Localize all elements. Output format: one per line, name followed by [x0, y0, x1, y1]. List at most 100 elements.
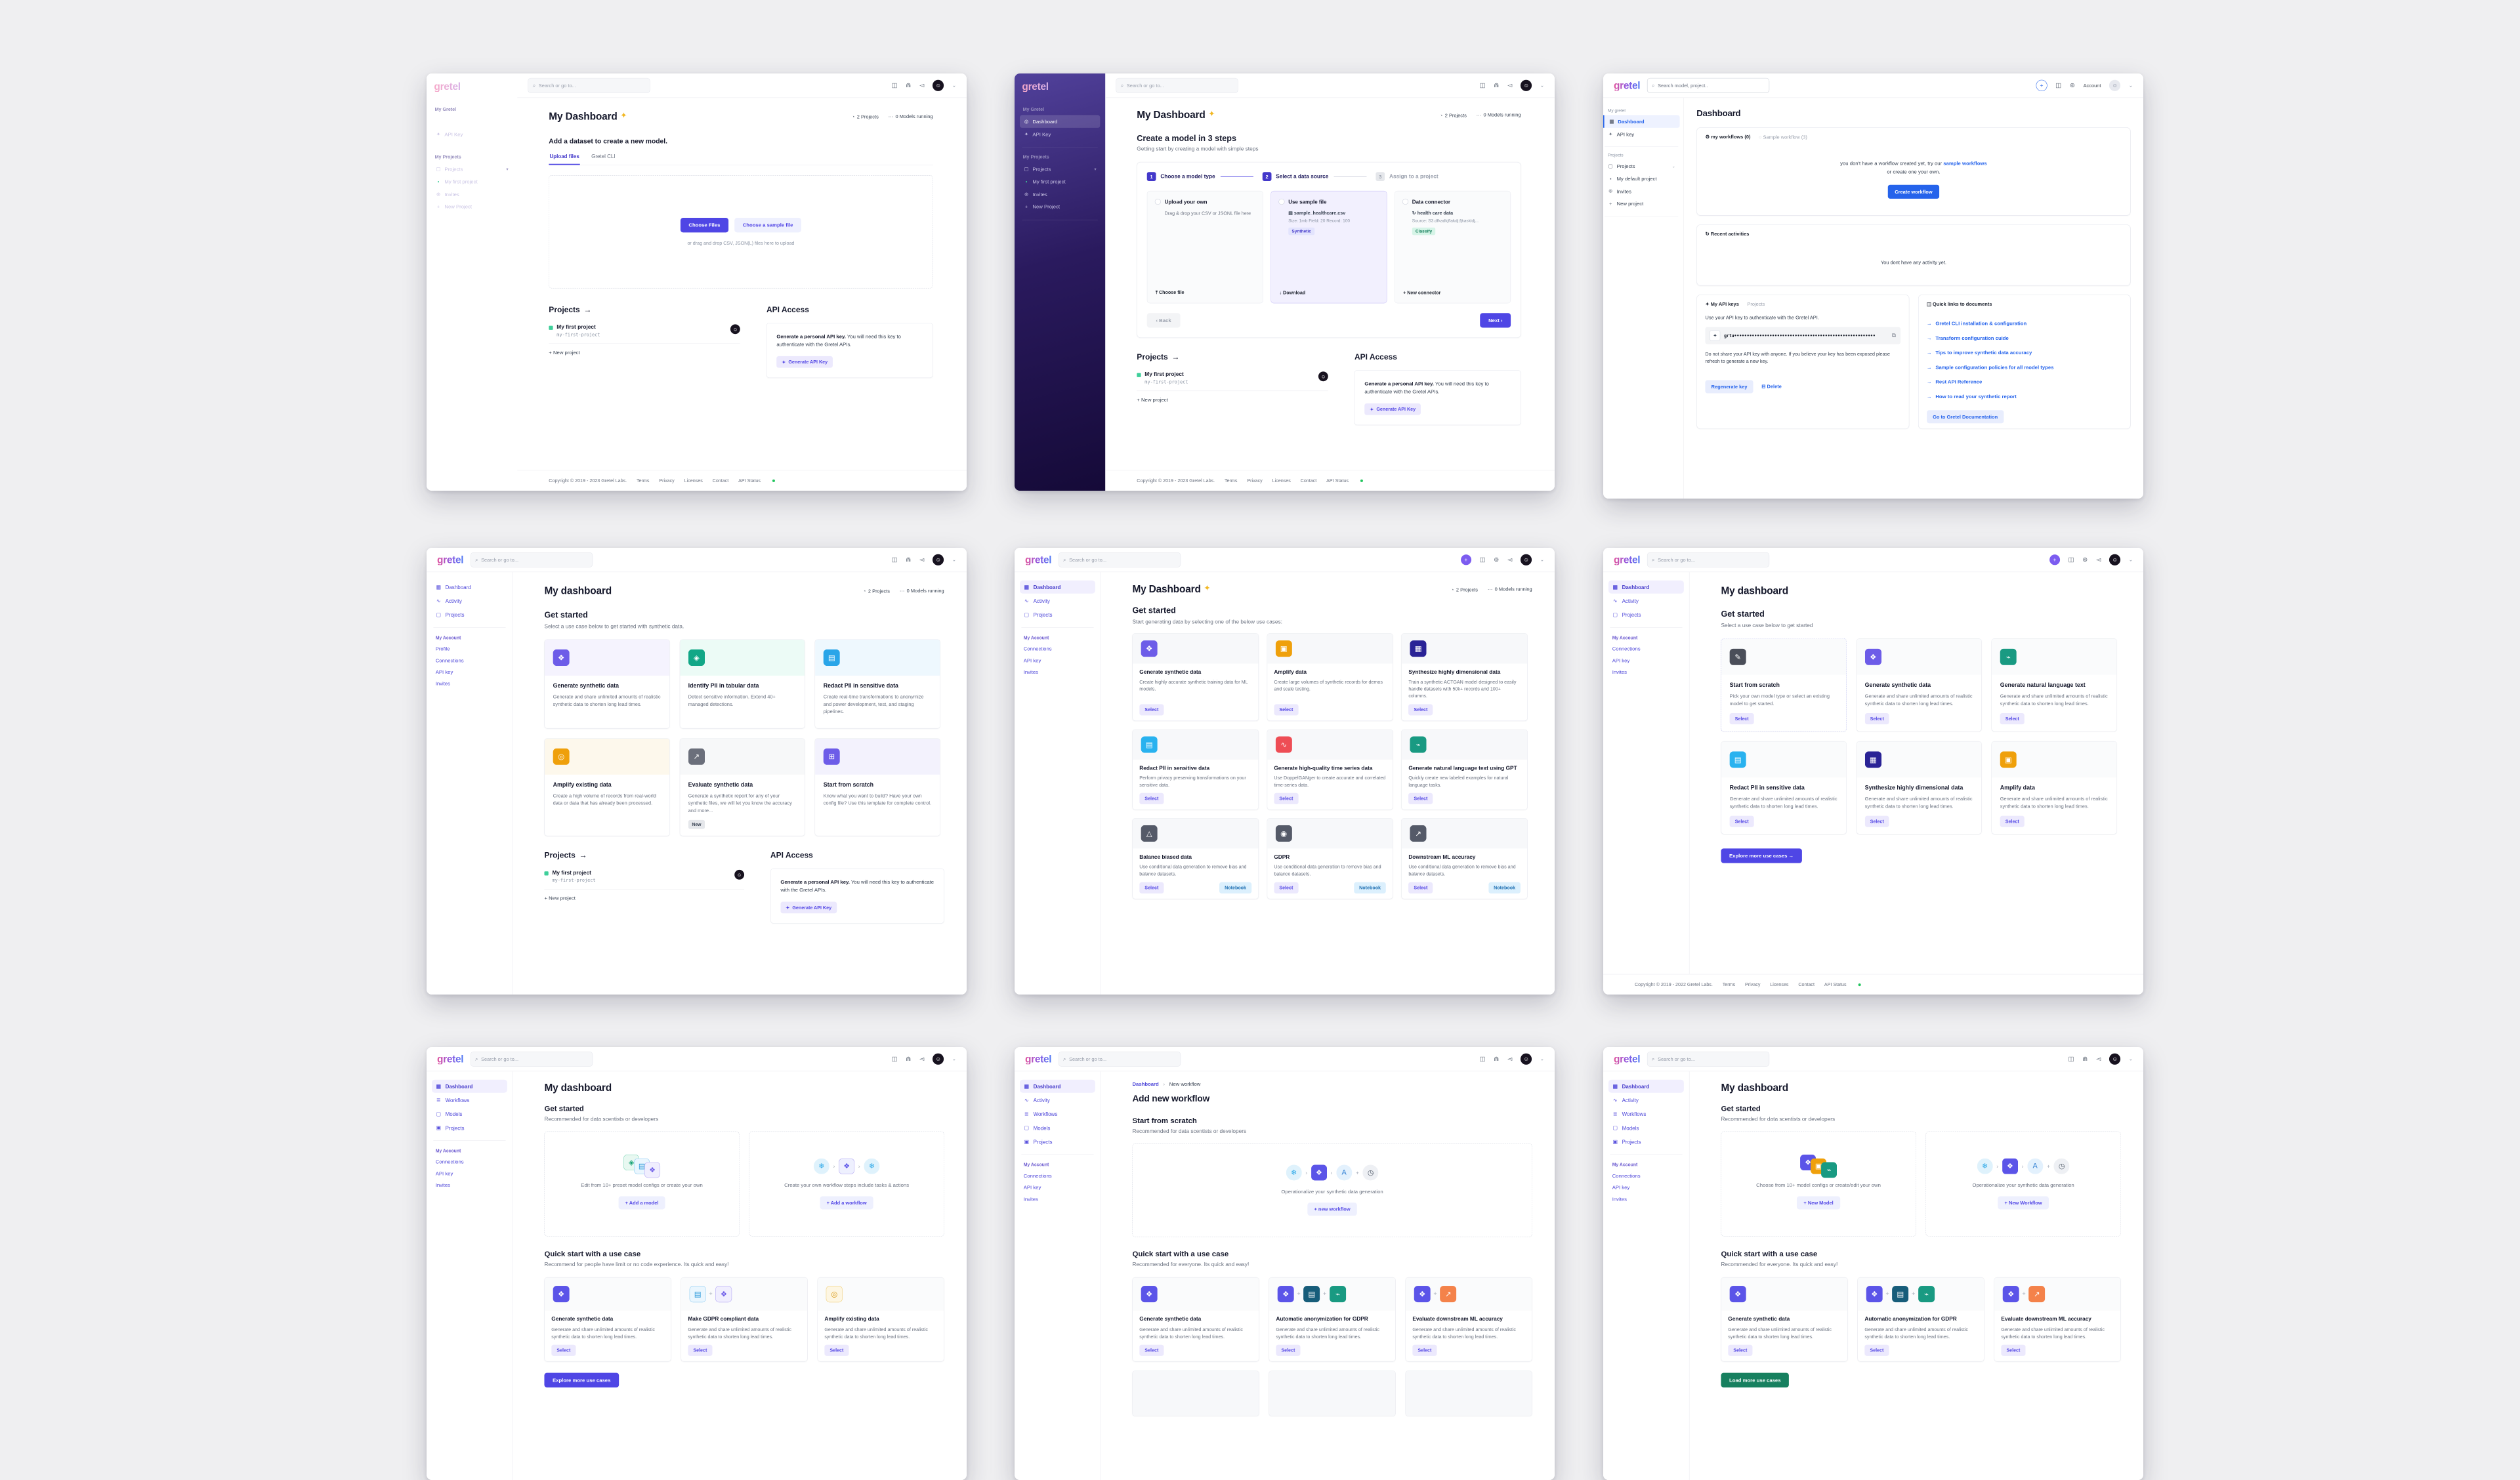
megaphone-icon[interactable]: ◅	[2095, 556, 2101, 564]
select-button[interactable]: Select	[1864, 713, 1889, 725]
headset-icon[interactable]: ⋒	[1494, 1055, 1500, 1063]
doc-link[interactable]: → How to read your synthetic report	[1926, 393, 2017, 400]
headset-icon[interactable]: ⋒	[906, 556, 912, 564]
wizard-step[interactable]: 2 Select a data source	[1220, 172, 1328, 182]
wizard-step[interactable]: 1 Choose a model type	[1146, 172, 1215, 182]
starter-action-button[interactable]: + new workflow	[1307, 1202, 1357, 1216]
sidebar-item-projects[interactable]: ▢ Projects	[1024, 611, 1053, 618]
sidebar-item-connections[interactable]: Connections	[1612, 1173, 1641, 1179]
use-case-card[interactable]: ∿ Generate high-quality time series data…	[1267, 729, 1393, 810]
sidebar-item-dashboard[interactable]: ◎ Dashboard	[432, 115, 513, 128]
sidebar-item-dashboard[interactable]: ◎ Dashboard	[1020, 115, 1101, 128]
sidebar-item-projects[interactable]: ▣ Projects	[436, 1124, 465, 1131]
search-input[interactable]: ⌕ Search or go to...	[1058, 1051, 1181, 1067]
add-model-card[interactable]: ◈ ▤ ❖ Edit from 10+ preset model configs o…	[544, 1131, 740, 1237]
select-button[interactable]: Select	[1864, 1344, 1889, 1357]
sidebar-item-invites[interactable]: ⊚ Invites	[1024, 191, 1047, 197]
sample-workflows-link[interactable]: sample workflows	[1943, 160, 1987, 167]
tab-projects[interactable]: Projects	[1747, 301, 1765, 307]
sidebar-item-api-key[interactable]: API key	[1023, 1184, 1041, 1191]
use-case-card[interactable]: ❖ Generate synthetic data Generate and s…	[544, 1277, 671, 1362]
search-input[interactable]: ⌕ Search or go to...	[1116, 77, 1238, 93]
footer-link[interactable]: Licenses	[684, 478, 703, 483]
sidebar-item-dashboard[interactable]: ▦ Dashboard	[1603, 115, 1680, 128]
generate-api-key-button[interactable]: ✦ Generate API Key	[776, 356, 833, 368]
doc-link[interactable]: → Sample configuration policies for all m…	[1926, 364, 2054, 370]
sidebar-item-projects[interactable]: ▣ Projects	[1612, 1138, 1641, 1145]
avatar[interactable]: ☺	[1521, 554, 1532, 565]
sidebar-item-invites[interactable]: ⊚ Invites	[1608, 188, 1631, 194]
models-running[interactable]: ⋯ 0 Models running	[888, 113, 933, 119]
megaphone-icon[interactable]: ◅	[1507, 81, 1513, 89]
use-case-card[interactable]	[1269, 1370, 1396, 1417]
sidebar-item-activity[interactable]: ∿ Activity	[1024, 1097, 1050, 1103]
select-button[interactable]: Select	[688, 1344, 713, 1357]
regenerate-key-button[interactable]: Regenerate key	[1705, 380, 1754, 394]
api-key-field[interactable]: ✦ grtu••••••••••••••••••••••••••••••••••…	[1705, 327, 1900, 344]
use-case-card[interactable]: ▤ Redact PII in sensitive data Create re…	[814, 639, 940, 729]
sidebar-item-models[interactable]: ▢ Models	[1612, 1124, 1639, 1131]
starter-action-button[interactable]: + Add a workflow	[820, 1196, 873, 1210]
sidebar-item-new-project[interactable]: + New Project	[1020, 201, 1100, 213]
megaphone-icon[interactable]: ◅	[919, 556, 925, 564]
option-upload-your-own[interactable]: Upload your own Drag & drop your CSV or …	[1146, 190, 1263, 304]
help-icon[interactable]: ⊚	[2082, 556, 2088, 564]
explore-more-use-cases-button[interactable]: Explore more use cases →	[1721, 848, 1802, 863]
footer-link[interactable]: Terms	[1722, 981, 1736, 987]
search-input[interactable]: ⌕ Search model, project..	[1647, 77, 1769, 93]
sidebar-item-invites[interactable]: Invites	[435, 1182, 451, 1188]
starter-action-button[interactable]: + New Model	[1797, 1196, 1840, 1210]
docs-icon[interactable]: ◫	[1479, 556, 1486, 564]
docs-icon[interactable]: ◫	[2055, 81, 2062, 89]
use-case-card[interactable]: ▦ Synthesize highly dimensional data Tra…	[1401, 633, 1528, 722]
select-button[interactable]: Select	[1139, 704, 1164, 716]
sidebar-item-models[interactable]: ▢ Models	[1024, 1124, 1051, 1131]
sidebar-item-connections[interactable]: Connections	[1023, 646, 1052, 652]
starter-action-button[interactable]: + Add a model	[618, 1196, 665, 1210]
use-case-card[interactable]	[1132, 1370, 1259, 1417]
account-label[interactable]: Account	[2083, 83, 2101, 89]
sidebar-item-api-key[interactable]: ✦ API key	[1608, 131, 1635, 137]
select-button[interactable]: Select	[2000, 815, 2025, 827]
select-button[interactable]: Select	[1729, 815, 1754, 827]
new-workflow-card[interactable]: ❄ › ❖ › A + ◷ Operationalize your synthetic da…	[1132, 1143, 1532, 1237]
option-data-connector[interactable]: Data connector ↻ health care data Source…	[1394, 190, 1511, 304]
projects-count[interactable]: ◔ 2 Projects	[1439, 112, 1467, 118]
docs-icon[interactable]: ◫	[1479, 81, 1486, 89]
sidebar-item-api-key[interactable]: API key	[1612, 1184, 1630, 1191]
megaphone-icon[interactable]: ◅	[919, 1055, 925, 1063]
models-running[interactable]: ⋯ 0 Models running	[1487, 586, 1532, 592]
tab-sample-workflows[interactable]: ◌ Sample workflow (3)	[1759, 134, 1807, 140]
select-button[interactable]: Select	[1274, 793, 1299, 805]
search-input[interactable]: ⌕ Search or go to...	[1058, 552, 1181, 567]
footer-link[interactable]: Contact	[712, 478, 729, 483]
select-button[interactable]: Select	[551, 1344, 576, 1357]
tab-upload-files[interactable]: Upload files	[549, 154, 580, 165]
sidebar-item-activity[interactable]: ∿ Activity	[436, 598, 462, 604]
docs-icon[interactable]: ◫	[891, 556, 898, 564]
use-case-card[interactable]: ✎ Start from scratch Pick your own model…	[1721, 638, 1847, 732]
sidebar-item-new-project[interactable]: + New project	[1603, 197, 1680, 210]
arrow-right-icon[interactable]: →	[583, 305, 592, 314]
notebook-button[interactable]: Notebook	[1488, 882, 1521, 894]
tab-my-api-keys[interactable]: ✦ My API keys	[1705, 300, 1739, 307]
search-input[interactable]: ⌕ Search or go to...	[470, 552, 593, 567]
select-button[interactable]: Select	[1408, 882, 1433, 894]
sidebar-item-api-key[interactable]: ✦ API Key	[436, 131, 463, 137]
select-button[interactable]: Select	[2000, 713, 2025, 725]
use-case-card[interactable]: ▤ Redact PII in sensitive data Perform p…	[1132, 729, 1259, 810]
projects-count[interactable]: ◔ 2 Projects	[851, 113, 879, 120]
new-model-card[interactable]: ❖ ▣ ⌁ Choose from 10+ model configs or cre…	[1721, 1131, 1916, 1237]
doc-link[interactable]: → Transform configuration cuide	[1926, 335, 2009, 341]
sidebar-item-connections[interactable]: Connections	[1023, 1173, 1052, 1179]
sidebar-item-api-key[interactable]: API key	[435, 669, 453, 675]
sidebar-item-profile[interactable]: Profile	[435, 646, 450, 652]
search-input[interactable]: ⌕ Search or go to...	[1647, 1051, 1769, 1067]
projects-count[interactable]: ◔ 2 Projects	[1450, 586, 1478, 592]
sidebar-item-invites[interactable]: ⊚ Invites	[436, 191, 459, 197]
use-case-card[interactable]: ◎ Amplify existing data Generate and sha…	[817, 1277, 944, 1362]
choose-files-button[interactable]: Choose Files	[680, 217, 728, 233]
project-list-item[interactable]: My first project my-first-project ☺	[549, 324, 740, 344]
upload-dropzone[interactable]: Choose Files Choose a sample file or dra…	[549, 175, 933, 289]
project-list-item[interactable]: My first project my-first-project ☺	[1137, 371, 1328, 392]
